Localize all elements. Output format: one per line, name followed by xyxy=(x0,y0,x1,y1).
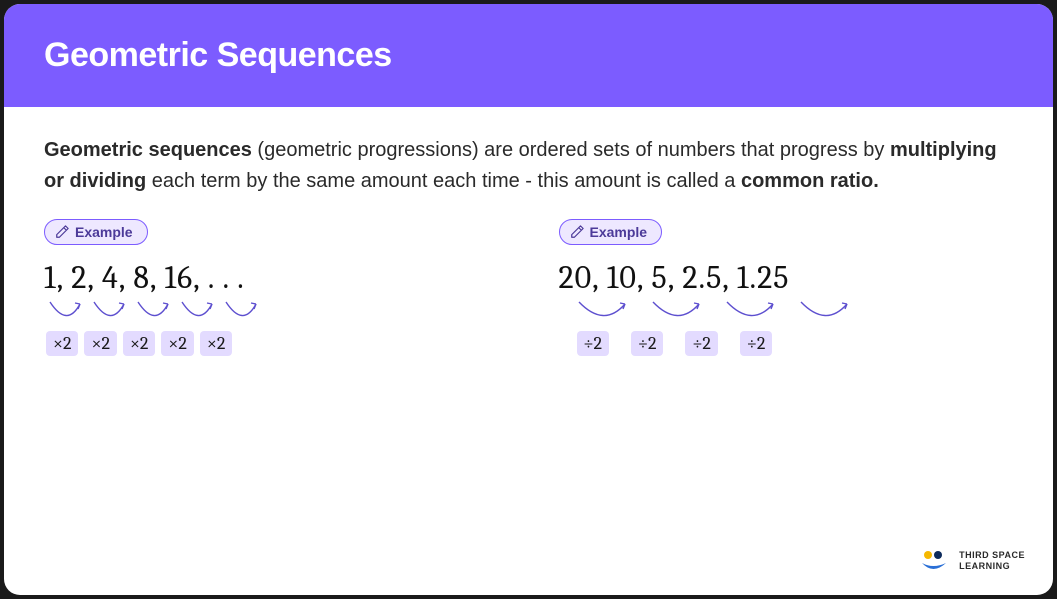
example-2-ops: ÷2 ÷2 ÷2 ÷2 xyxy=(559,331,1014,356)
operation-badge: ×2 xyxy=(123,331,155,356)
header: Geometric Sequences xyxy=(4,4,1053,107)
example-2-sequence: 20, 10, 5, 2.5, 1.25 xyxy=(559,259,1014,296)
content: Geometric sequences (geometric progressi… xyxy=(4,107,1053,595)
example-1-sequence: 1, 2, 4, 8, 16, . . . xyxy=(44,259,499,296)
example-badge-label: Example xyxy=(590,224,648,240)
curve-arrow-icon xyxy=(92,300,130,325)
operation-badge: ÷2 xyxy=(740,331,772,356)
example-2-arrows xyxy=(559,300,1014,325)
intro-span-2: each term by the same amount each time -… xyxy=(146,170,741,192)
curve-arrow-icon xyxy=(725,300,779,325)
example-badge: Example xyxy=(44,219,148,245)
brand-logo: THIRD SPACE LEARNING xyxy=(919,549,1025,573)
logo-text-line1: THIRD SPACE xyxy=(959,550,1025,561)
pencil-icon xyxy=(55,225,69,239)
operation-badge: ×2 xyxy=(46,331,78,356)
intro-strong-1: Geometric sequences xyxy=(44,139,252,161)
lesson-card: Geometric Sequences Geometric sequences … xyxy=(4,4,1053,595)
pencil-icon xyxy=(570,225,584,239)
curve-arrow-icon xyxy=(224,300,262,325)
page-title: Geometric Sequences xyxy=(44,36,1013,75)
logo-mark-icon xyxy=(919,549,949,573)
logo-text: THIRD SPACE LEARNING xyxy=(959,550,1025,572)
operation-badge: ×2 xyxy=(84,331,116,356)
example-1: Example 1, 2, 4, 8, 16, . . . ×2×2×2×2×2 xyxy=(44,219,499,356)
operation-badge: ÷2 xyxy=(577,331,609,356)
example-badge-label: Example xyxy=(75,224,133,240)
operation-badge: ÷2 xyxy=(685,331,717,356)
intro-strong-3: common ratio. xyxy=(741,170,879,192)
operation-badge: ÷2 xyxy=(631,331,663,356)
curve-arrow-icon xyxy=(651,300,705,325)
curve-arrow-icon xyxy=(48,300,86,325)
intro-text: Geometric sequences (geometric progressi… xyxy=(44,135,1013,197)
logo-text-line2: LEARNING xyxy=(959,561,1025,572)
example-2: Example 20, 10, 5, 2.5, 1.25 ÷2 ÷2 ÷2 ÷2 xyxy=(559,219,1014,356)
curve-arrow-icon xyxy=(180,300,218,325)
operation-badge: ×2 xyxy=(161,331,193,356)
example-1-ops: ×2×2×2×2×2 xyxy=(44,331,499,356)
intro-span-1: (geometric progressions) are ordered set… xyxy=(252,139,890,161)
examples-row: Example 1, 2, 4, 8, 16, . . . ×2×2×2×2×2 xyxy=(44,219,1013,356)
example-1-arrows xyxy=(44,300,499,325)
curve-arrow-icon xyxy=(799,300,853,325)
curve-arrow-icon xyxy=(136,300,174,325)
example-badge: Example xyxy=(559,219,663,245)
curve-arrow-icon xyxy=(577,300,631,325)
operation-badge: ×2 xyxy=(200,331,232,356)
